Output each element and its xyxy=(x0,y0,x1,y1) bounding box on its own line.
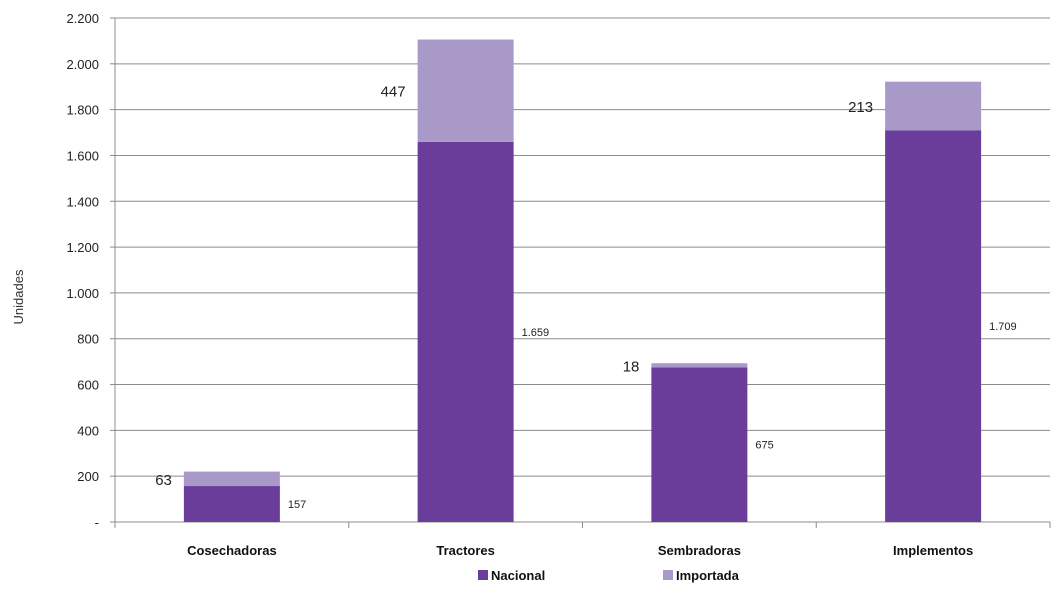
legend-swatch-importada xyxy=(663,570,673,580)
data-label-nacional: 1.659 xyxy=(522,327,550,339)
data-label-importada: 18 xyxy=(623,358,640,375)
bar-nacional-tractores xyxy=(417,141,514,523)
y-tick-label: - xyxy=(95,515,99,530)
legend: Nacional Importada xyxy=(478,568,740,583)
y-tick-label: 200 xyxy=(77,469,99,484)
y-tick-label: 1.000 xyxy=(66,286,99,301)
data-label-importada: 213 xyxy=(848,99,873,116)
bar-importada-tractores xyxy=(417,39,514,142)
y-axis-title: Unidades xyxy=(11,269,26,324)
legend-label-importada: Importada xyxy=(676,568,740,583)
data-label-nacional: 157 xyxy=(288,499,306,511)
x-tick-label: Cosechadoras xyxy=(187,543,277,558)
x-tick-label: Implementos xyxy=(893,543,973,558)
gridlines xyxy=(115,17,1050,477)
data-labels: 157 63 1.659 447 675 18 1.709 213 xyxy=(155,84,1016,511)
x-tick-label: Sembradoras xyxy=(658,543,741,558)
y-tick-label: 800 xyxy=(77,332,99,347)
data-label-importada: 447 xyxy=(381,84,406,101)
y-tick-label: 1.800 xyxy=(66,103,99,118)
bar-importada-implementos xyxy=(885,81,982,131)
data-label-nacional: 675 xyxy=(755,440,773,452)
y-tick-label: 1.200 xyxy=(66,240,99,255)
bar-importada-cosechadoras xyxy=(183,471,280,487)
y-tick-label: 1.600 xyxy=(66,148,99,163)
y-tick-label: 600 xyxy=(77,378,99,393)
bar-nacional-cosechadoras xyxy=(183,486,280,522)
axes: - 200 400 600 800 1.000 1.200 1.400 1.600 1.800 2.… xyxy=(66,11,1051,558)
bar-nacional-sembradoras xyxy=(651,367,748,522)
y-tick-label: 400 xyxy=(77,423,99,438)
y-tick-label: 1.400 xyxy=(66,194,99,209)
x-tick-label: Tractores xyxy=(436,543,495,558)
data-label-nacional: 1.709 xyxy=(989,321,1017,333)
legend-label-nacional: Nacional xyxy=(491,568,545,583)
bars xyxy=(183,39,982,523)
bar-nacional-implementos xyxy=(885,130,982,522)
y-tick-label: 2.200 xyxy=(66,11,99,26)
data-label-importada: 63 xyxy=(155,472,172,489)
legend-swatch-nacional xyxy=(478,570,488,580)
y-tick-label: 2.000 xyxy=(66,57,99,72)
bar-importada-sembradoras xyxy=(651,363,748,368)
